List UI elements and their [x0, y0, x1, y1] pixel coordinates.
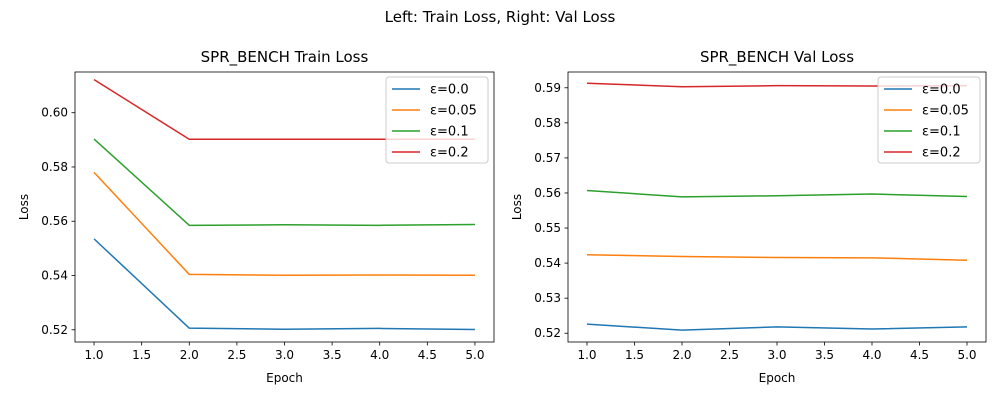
x-tick-label: 3.5: [815, 348, 834, 362]
series-line: [586, 323, 968, 331]
chart-0: SPR_BENCH Train Loss 1.0 1.5 2.0 2.5 3.0 3.5 4.…: [17, 48, 495, 385]
x-tick-label: 5.0: [465, 348, 484, 362]
x-tick-label: 1.0: [577, 348, 596, 362]
legend-label: ε=0.2: [922, 146, 961, 161]
series-line: [93, 138, 475, 227]
legend-label: ε=0.2: [430, 146, 469, 161]
series-line: [93, 171, 475, 276]
y-axis-label: Loss: [510, 194, 524, 220]
chart-title: SPR_BENCH Train Loss: [201, 48, 369, 67]
x-tick-label: 4.0: [862, 348, 881, 362]
series-line: [586, 189, 968, 198]
legend-label: ε=0.1: [922, 125, 961, 140]
legend-label: ε=0.05: [922, 104, 969, 119]
y-tick-label: 0.52: [534, 326, 561, 340]
x-axis-label: Epoch: [759, 371, 796, 385]
chart-title: SPR_BENCH Val Loss: [700, 48, 854, 67]
legend: ε=0.0 ε=0.05 ε=0.1 ε=0.2: [877, 76, 981, 164]
y-tick-label: 0.54: [534, 256, 561, 270]
y-tick-label: 0.55: [534, 221, 561, 235]
y-tick-label: 0.56: [534, 186, 561, 200]
y-tick-label: 0.60: [41, 106, 68, 120]
y-tick-label: 0.58: [41, 160, 68, 174]
x-tick-label: 4.5: [910, 348, 929, 362]
y-axis-label: Loss: [17, 194, 31, 220]
series-line: [586, 253, 968, 262]
y-tick-label: 0.53: [534, 291, 561, 305]
x-tick-label: 2.5: [720, 348, 739, 362]
legend-box: [877, 76, 981, 164]
legend: ε=0.0 ε=0.05 ε=0.1 ε=0.2: [385, 76, 489, 164]
y-tick-label: 0.57: [534, 151, 561, 165]
x-tick-label: 1.5: [132, 348, 151, 362]
x-tick-label: 2.0: [672, 348, 691, 362]
legend-label: ε=0.1: [430, 125, 469, 140]
legend-label: ε=0.0: [922, 83, 961, 98]
x-tick-label: 5.0: [957, 348, 976, 362]
x-tick-label: 4.0: [370, 348, 389, 362]
x-tick-label: 3.5: [323, 348, 342, 362]
x-tick-label: 4.5: [418, 348, 437, 362]
legend-label: ε=0.05: [430, 104, 477, 119]
x-tick-label: 2.0: [180, 348, 199, 362]
y-tick-label: 0.56: [41, 214, 68, 228]
x-tick-label: 1.0: [84, 348, 103, 362]
y-tick-label: 0.52: [41, 323, 68, 337]
chart-1: SPR_BENCH Val Loss 1.0 1.5 2.0 2.5 3.0 3.5 4.0 4…: [510, 48, 987, 385]
series-line: [93, 238, 475, 331]
legend-label: ε=0.0: [430, 83, 469, 98]
x-tick-label: 1.5: [625, 348, 644, 362]
y-tick-label: 0.58: [534, 116, 561, 130]
y-tick-label: 0.54: [41, 269, 68, 283]
y-tick-label: 0.59: [534, 81, 561, 95]
x-tick-label: 3.0: [767, 348, 786, 362]
x-tick-label: 3.0: [275, 348, 294, 362]
x-tick-label: 2.5: [227, 348, 246, 362]
figure-title: Left: Train Loss, Right: Val Loss: [385, 8, 616, 26]
legend-box: [385, 76, 489, 164]
x-axis-label: Epoch: [266, 371, 303, 385]
